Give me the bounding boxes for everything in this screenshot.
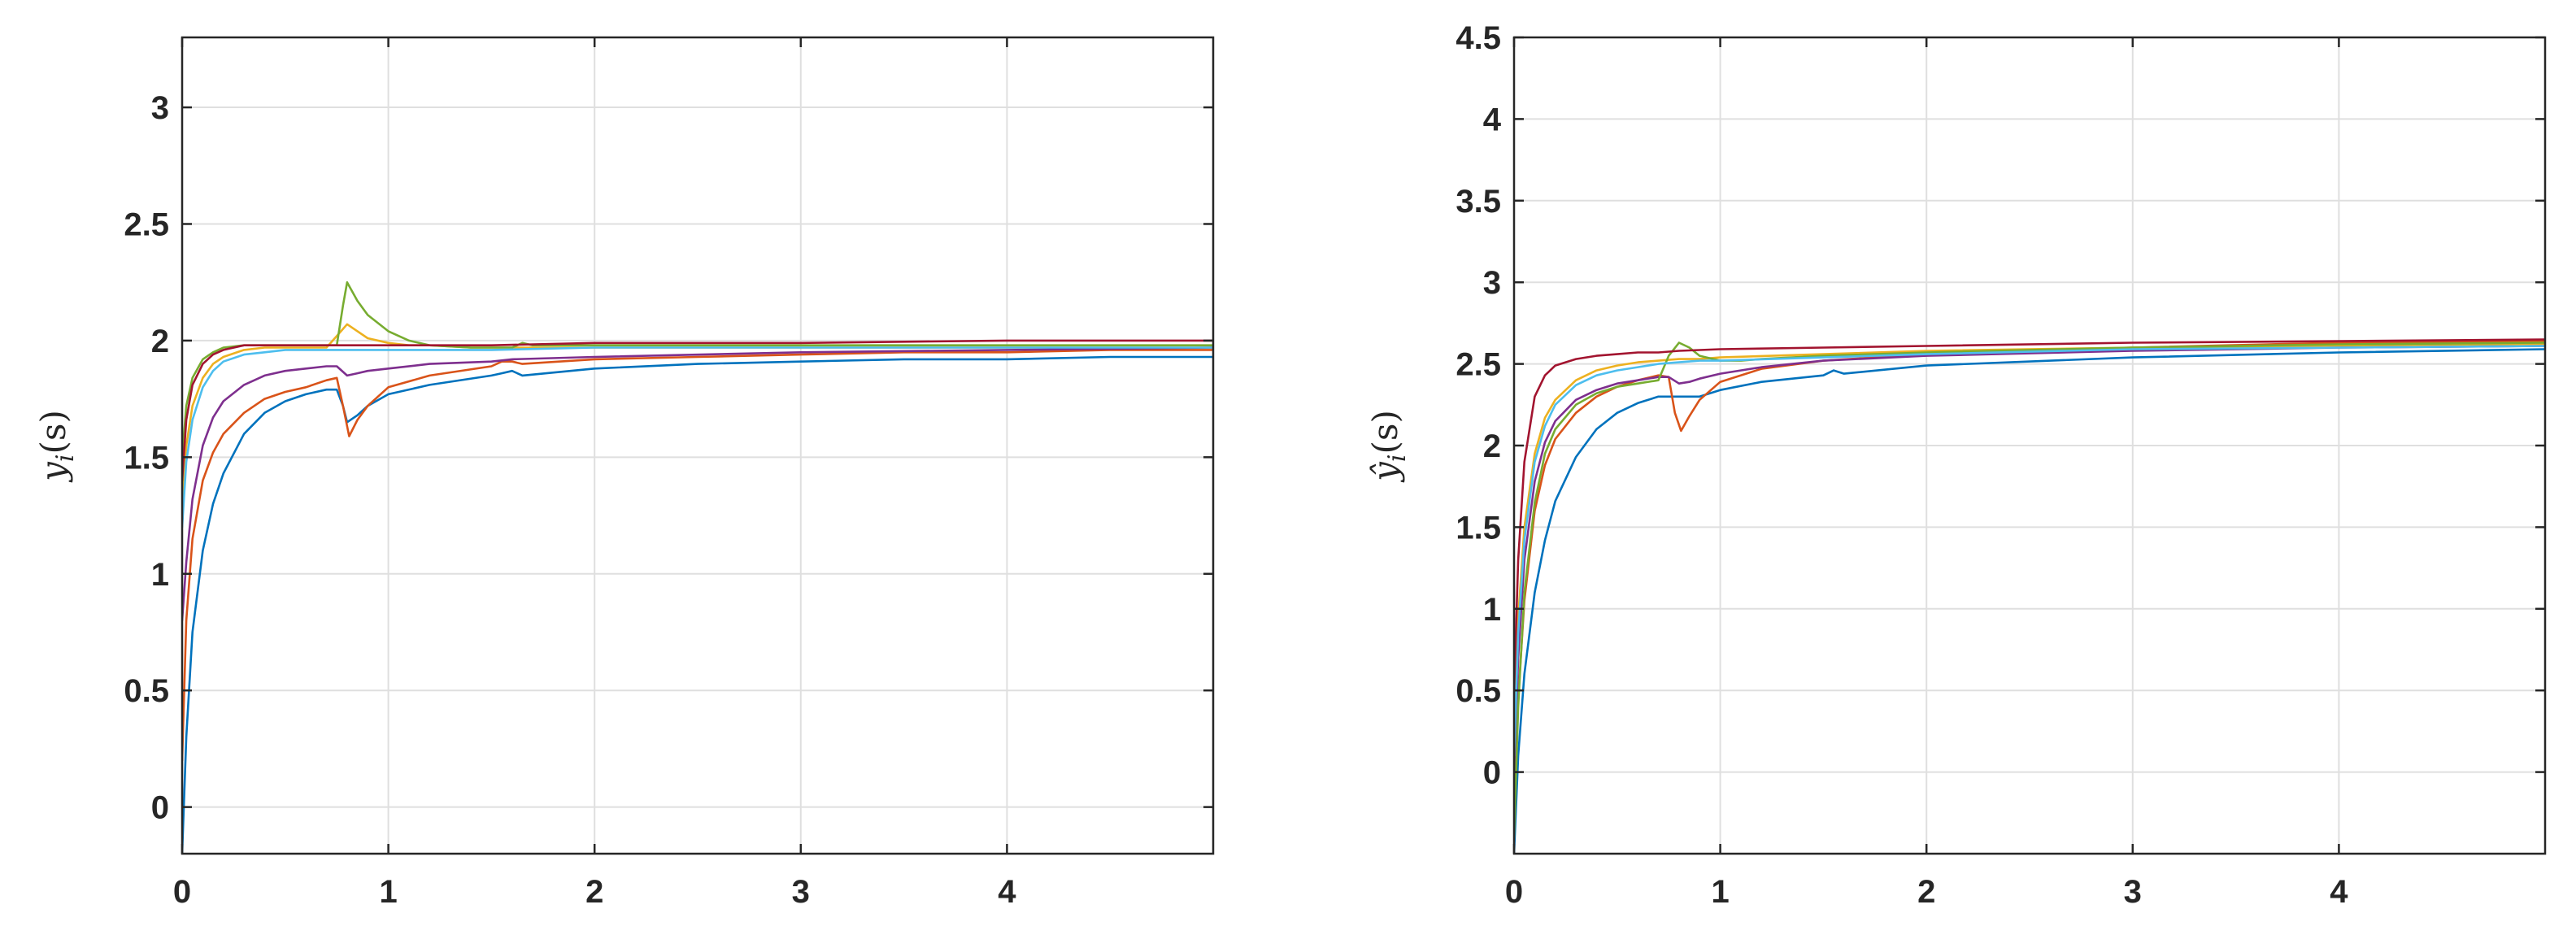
axes-frame [181,36,1215,855]
y-tick-label: 2 [151,324,169,359]
y-tick-label: 2.5 [1456,347,1501,383]
series-line-5 [1514,341,2545,839]
x-tick-label: 1 [379,874,397,910]
x-tick-label: 4 [2330,874,2348,910]
y-tick-label: 1 [151,557,169,593]
series-line-1 [1514,348,2545,854]
y-tick-label: 1.5 [124,440,169,476]
chart-panel-2: 0 1 2 3 4 0 0.5 1 1.5 2 2.5 3 3.5 4 4.5 ŷi(s) [1365,20,2547,910]
x-tick-label: 3 [792,874,810,910]
y-tick-label: 2.5 [124,207,169,242]
series-line-2 [182,349,1213,762]
y-tick-label: 0 [1483,755,1501,791]
series-group [1514,338,2545,854]
plot-area [182,37,1213,854]
y-tick-label: 2 [1483,428,1501,464]
y-tick-label: 4 [1483,102,1502,137]
series-line-4 [182,346,1213,622]
y-tick-label: 1 [1483,592,1501,628]
x-tick-label: 4 [998,874,1016,910]
series-line-6 [182,346,1213,528]
series-line-6 [1514,345,2545,757]
series-line-4 [1514,345,2545,773]
x-tick-label: 0 [173,874,191,910]
x-tick-label: 2 [1917,874,1935,910]
series-line-7 [1514,338,2545,692]
series-group [182,280,1213,854]
x-tick-label: 0 [1505,874,1523,910]
y-tick-label: 3 [1483,265,1501,301]
x-tick-label: 3 [2124,874,2142,910]
x-tick-label: 1 [1711,874,1729,910]
y-axis-label: yi(s) [33,410,80,483]
series-line-7 [182,339,1213,482]
y-tick-label: 4.5 [1456,20,1501,56]
y-axis-label: ŷi(s) [1365,410,1412,483]
y-tick-label: 0 [151,790,169,826]
y-tick-label: 0.5 [124,673,169,709]
y-tick-label: 1.5 [1456,510,1501,546]
chart-panel-1: 0 1 2 3 4 0 0.5 1 1.5 2 2.5 3 yi(s) [33,36,1215,910]
y-tick-label: 0.5 [1456,673,1501,709]
series-line-3 [1514,343,2545,724]
x-tick-label: 2 [585,874,603,910]
series-line-1 [182,355,1213,854]
y-tick-label: 3 [151,90,169,126]
series-line-3 [182,323,1213,505]
y-tick-label: 3.5 [1456,184,1501,220]
